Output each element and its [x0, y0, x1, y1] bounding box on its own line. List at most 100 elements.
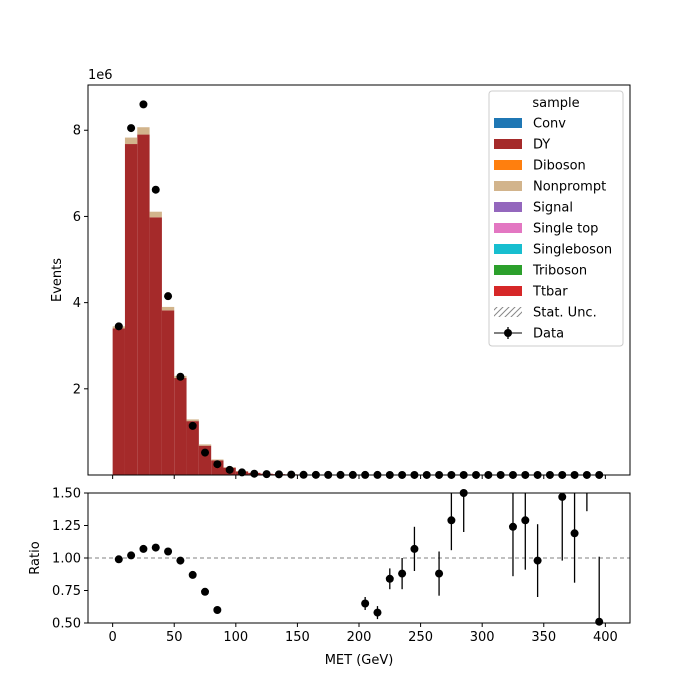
- legend-entries: Conv DY Diboson Nonprompt Signal Single top Si…: [494, 117, 612, 342]
- y-tick-label: 6: [73, 210, 81, 225]
- bar-nonprompt: [137, 127, 150, 135]
- data-point: [213, 460, 222, 469]
- legend-entry-label: Nonprompt: [533, 180, 606, 195]
- legend-swatch: [494, 244, 522, 254]
- legend-swatch: [494, 139, 522, 149]
- data-point: [188, 421, 197, 430]
- ratio-point: [151, 543, 160, 552]
- x-tick-label: 350: [531, 630, 556, 645]
- ratio-point: [373, 608, 382, 617]
- ratio-point: [385, 574, 394, 583]
- ratio-y-tick-label: 0.50: [52, 617, 81, 632]
- legend-title: sample: [532, 96, 579, 111]
- bar-dy: [161, 310, 175, 475]
- legend-entry-label: Data: [533, 327, 564, 342]
- data-point: [176, 372, 185, 381]
- ratio-point: [176, 556, 185, 565]
- data-point: [250, 469, 259, 478]
- data-point: [201, 448, 210, 457]
- legend-swatch: [494, 286, 522, 296]
- legend: sample Conv DY Diboson Nonprompt Signal Singl…: [488, 90, 624, 347]
- legend-marker: [504, 329, 512, 337]
- ratio-x-ticks: 0 50 100 150 200 250 300 350 400: [108, 623, 618, 645]
- main-y-ticks: 2 4 6 8: [73, 124, 88, 397]
- ratio-marks: [114, 489, 604, 626]
- ratio-panel: 0.50 0.75 1.00 1.25 1.50 0 50 100 150 200 250 300 3…: [28, 487, 631, 668]
- ratio-point: [139, 544, 148, 553]
- main-histogram-panel: 2 4 6 8 1e6 Events sample Conv DY Diboson Nonp…: [50, 68, 631, 479]
- legend-entry-label: Singleboson: [533, 243, 612, 258]
- data-point: [225, 465, 234, 474]
- ratio-point: [508, 522, 517, 531]
- x-tick-label: 400: [593, 630, 618, 645]
- ratio-point: [558, 492, 567, 501]
- x-axis-label: MET (GeV): [325, 653, 394, 668]
- bar-nonprompt: [124, 137, 138, 145]
- ratio-point: [164, 547, 173, 556]
- legend-swatch-hatch: [494, 307, 522, 317]
- ratio-point: [435, 569, 444, 578]
- ratio-point: [201, 587, 210, 596]
- legend-entry-label: Stat. Unc.: [533, 306, 597, 321]
- x-tick-label: 250: [408, 630, 433, 645]
- ratio-point: [188, 570, 197, 579]
- ratio-y-ticks: 0.50 0.75 1.00 1.25 1.50: [52, 487, 88, 632]
- x-tick-label: 0: [108, 630, 116, 645]
- bar-dy: [112, 328, 125, 475]
- bar-nonprompt: [211, 459, 224, 461]
- ratio-y-tick-label: 1.50: [52, 487, 81, 502]
- ratio-y-tick-label: 1.25: [52, 519, 81, 534]
- ratio-point: [410, 544, 419, 553]
- bar-dy: [186, 421, 199, 475]
- bar-dy: [174, 378, 187, 475]
- data-point: [237, 468, 246, 477]
- ratio-point: [447, 516, 456, 525]
- legend-swatch: [494, 160, 522, 170]
- legend-swatch: [494, 202, 522, 212]
- y-tick-label: 8: [73, 124, 81, 139]
- ratio-y-tick-label: 1.00: [52, 552, 81, 567]
- data-point: [139, 100, 148, 109]
- bar-dy: [137, 134, 150, 475]
- legend-entry-label: Triboson: [532, 264, 587, 279]
- data-point: [274, 470, 283, 479]
- bar-nonprompt: [186, 419, 199, 422]
- legend-entry-label: Single top: [533, 222, 598, 237]
- legend-swatch: [494, 265, 522, 275]
- main-y-axis-label: Events: [50, 258, 65, 302]
- data-point: [164, 292, 173, 301]
- legend-entry-label: Conv: [533, 117, 566, 132]
- y-tick-label: 2: [73, 382, 81, 397]
- data-point: [262, 470, 271, 479]
- legend-swatch: [494, 181, 522, 191]
- bar-nonprompt: [198, 444, 212, 446]
- ratio-point: [127, 551, 136, 560]
- ratio-point: [521, 516, 530, 525]
- ratio-y-axis-label: Ratio: [28, 541, 43, 574]
- ratio-point: [213, 606, 222, 614]
- ratio-y-tick-label: 0.75: [52, 584, 81, 599]
- legend-entry-label: Ttbar: [532, 285, 568, 300]
- main-x-ticks: [112, 475, 606, 479]
- data-point: [127, 124, 136, 133]
- data-point: [114, 322, 123, 331]
- legend-entry-label: Diboson: [533, 159, 586, 174]
- ratio-point: [533, 556, 542, 565]
- legend-frame: [488, 90, 624, 347]
- bar-dy: [149, 217, 162, 476]
- bar-nonprompt: [161, 306, 175, 311]
- ratio-point: [114, 555, 123, 564]
- data-point: [151, 185, 160, 194]
- x-tick-label: 100: [223, 630, 248, 645]
- y-multiplier-label: 1e6: [88, 68, 113, 83]
- x-tick-label: 50: [166, 630, 183, 645]
- legend-entry-label: Signal: [533, 201, 573, 216]
- legend-swatch: [494, 118, 522, 128]
- ratio-point: [361, 599, 370, 608]
- x-tick-label: 300: [470, 630, 495, 645]
- ratio-point: [570, 529, 579, 538]
- ratio-point: [398, 569, 407, 578]
- bar-dy: [124, 144, 138, 476]
- y-tick-label: 4: [73, 296, 81, 311]
